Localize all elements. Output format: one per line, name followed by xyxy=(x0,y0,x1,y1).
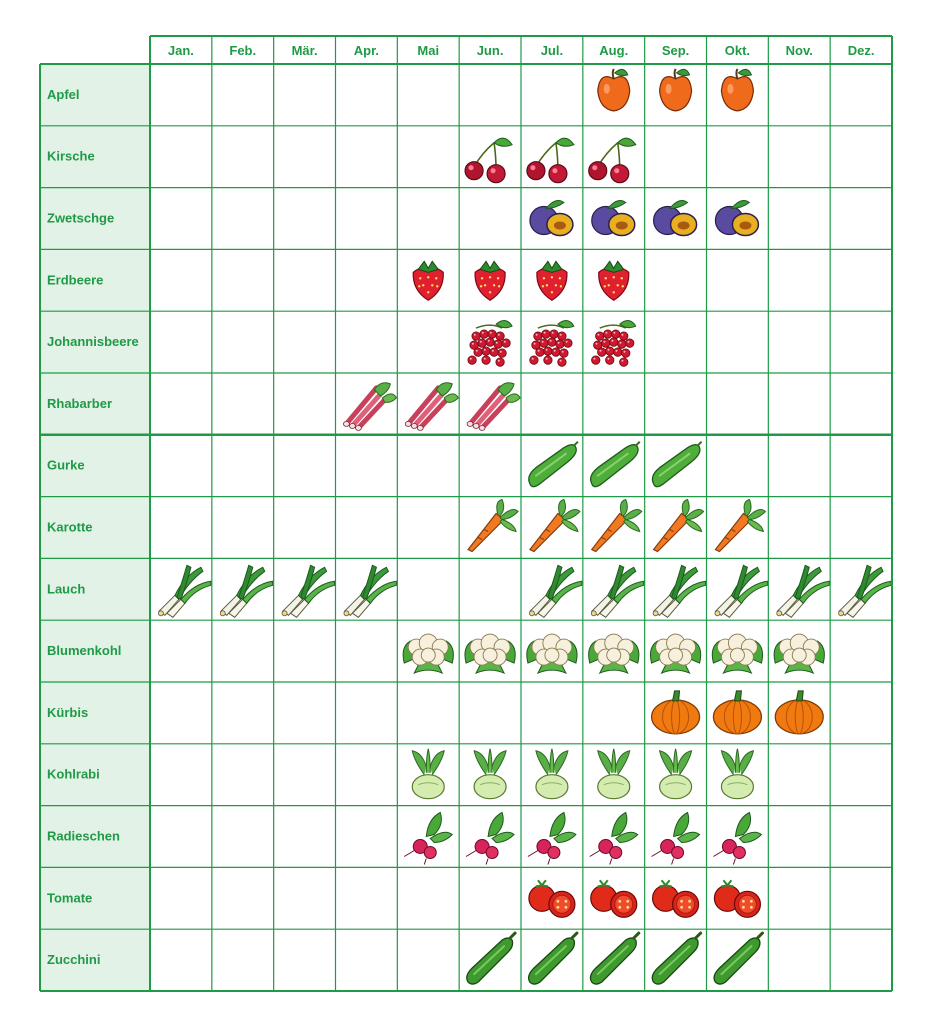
rhubarb-icon xyxy=(404,382,459,431)
kohlrabi-icon xyxy=(597,748,631,800)
month-header: Aug. xyxy=(599,43,628,58)
zucchini-icon xyxy=(589,931,641,985)
apple-icon xyxy=(658,68,693,112)
row-label: Karotte xyxy=(47,520,93,535)
month-header: Okt. xyxy=(725,43,750,58)
row-label: Lauch xyxy=(47,581,85,596)
carrot-icon xyxy=(714,498,767,553)
radish-icon xyxy=(527,811,577,865)
cherry-icon xyxy=(588,137,637,184)
cauliflower-icon xyxy=(464,633,516,675)
tomato-icon xyxy=(590,879,638,918)
currant-icon xyxy=(591,320,637,367)
cauliflower-icon xyxy=(649,633,702,675)
leek-icon xyxy=(219,564,274,618)
row-label: Tomate xyxy=(47,890,92,905)
plum-icon xyxy=(529,200,574,237)
cherry-icon xyxy=(464,137,513,184)
leek-icon xyxy=(158,564,212,618)
month-header: Sep. xyxy=(662,43,689,58)
row-label: Radieschen xyxy=(47,829,120,844)
zucchini-icon xyxy=(466,931,517,985)
cucumber-icon xyxy=(651,440,703,488)
currant-icon xyxy=(529,320,575,367)
cauliflower-icon xyxy=(588,633,640,675)
cherry-icon xyxy=(526,137,575,184)
rhubarb-icon xyxy=(343,382,398,431)
row-label: Kirsche xyxy=(47,149,95,164)
leek-icon xyxy=(529,564,583,618)
radish-icon xyxy=(713,811,763,865)
kohlrabi-icon xyxy=(473,748,507,800)
pumpkin-icon xyxy=(712,690,763,735)
carrot-icon xyxy=(652,498,705,553)
kohlrabi-icon xyxy=(535,748,569,800)
carrot-icon xyxy=(467,498,519,553)
strawberry-icon xyxy=(412,260,444,302)
carrot-icon xyxy=(590,498,643,553)
tomato-icon xyxy=(651,879,700,918)
cauliflower-icon xyxy=(773,633,825,675)
kohlrabi-icon xyxy=(720,748,755,800)
rhubarb-icon xyxy=(466,382,521,431)
radish-icon xyxy=(589,811,639,865)
cucumber-icon xyxy=(589,440,641,488)
tomato-icon xyxy=(713,879,762,918)
row-label: Blumenkohl xyxy=(47,643,121,658)
leek-icon xyxy=(714,564,768,618)
currant-icon xyxy=(467,320,513,367)
row-label: Kürbis xyxy=(47,705,88,720)
apple-icon xyxy=(720,68,755,112)
zucchini-icon xyxy=(527,931,579,985)
leek-icon xyxy=(590,564,645,618)
kohlrabi-icon xyxy=(411,748,445,800)
pumpkin-icon xyxy=(650,690,701,735)
strawberry-icon xyxy=(598,260,630,302)
month-header: Feb. xyxy=(229,43,256,58)
apple-icon xyxy=(597,68,631,112)
leek-icon xyxy=(776,564,830,618)
radish-icon xyxy=(403,811,454,865)
month-header: Nov. xyxy=(786,43,813,58)
row-label: Erdbeere xyxy=(47,272,103,287)
strawberry-icon xyxy=(474,260,506,302)
cauliflower-icon xyxy=(711,633,764,675)
carrot-icon xyxy=(528,498,581,553)
month-header: Dez. xyxy=(848,43,875,58)
row-label: Kohlrabi xyxy=(47,767,100,782)
tomato-icon xyxy=(528,879,576,918)
month-header: Jan. xyxy=(168,43,194,58)
cauliflower-icon xyxy=(402,633,454,675)
row-label: Zwetschge xyxy=(47,211,114,226)
row-label: Rhabarber xyxy=(47,396,112,411)
cauliflower-icon xyxy=(526,633,578,675)
zucchini-icon xyxy=(651,931,703,985)
row-label: Apfel xyxy=(47,87,80,102)
leek-icon xyxy=(652,564,707,618)
row-label-column xyxy=(40,64,150,991)
month-header: Mär. xyxy=(292,43,318,58)
row-label: Gurke xyxy=(47,458,85,473)
pumpkin-icon xyxy=(774,690,824,735)
month-header: Jun. xyxy=(477,43,504,58)
leek-icon xyxy=(281,564,336,618)
month-header: Jul. xyxy=(541,43,563,58)
plum-icon xyxy=(591,200,636,237)
month-header: Apr. xyxy=(354,43,379,58)
plum-icon xyxy=(652,200,698,237)
strawberry-icon xyxy=(536,260,568,302)
leek-icon xyxy=(343,564,397,618)
leek-icon xyxy=(838,564,892,618)
kohlrabi-icon xyxy=(658,748,693,800)
zucchini-icon xyxy=(713,931,764,985)
cucumber-icon xyxy=(528,440,579,488)
row-label: Johannisbeere xyxy=(47,334,139,349)
radish-icon xyxy=(651,811,701,865)
month-header: Mai xyxy=(417,43,439,58)
row-label: Zucchini xyxy=(47,952,100,967)
radish-icon xyxy=(465,811,515,865)
plum-icon xyxy=(714,200,760,237)
